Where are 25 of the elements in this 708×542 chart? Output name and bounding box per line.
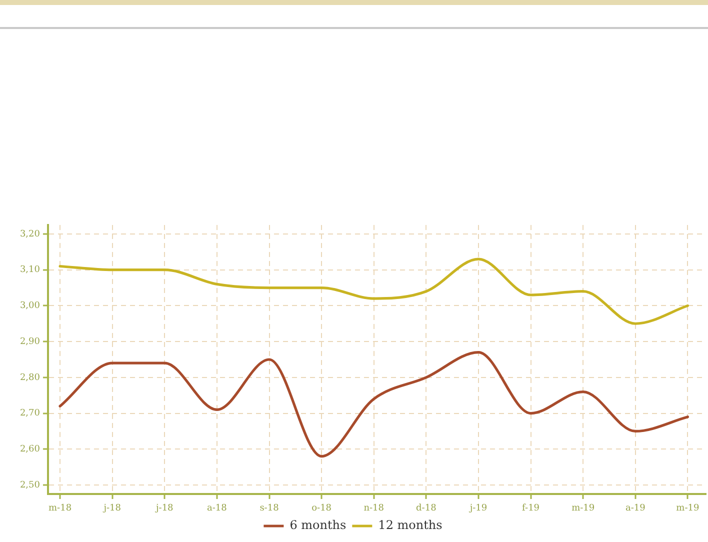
y-tick-label: 3,20	[20, 229, 40, 240]
y-tick-label: 2,50	[20, 480, 40, 490]
legend-label: 12 months	[378, 518, 442, 532]
x-tick-label: s-18	[260, 504, 280, 514]
y-tick-label: 2,80	[20, 372, 40, 383]
x-tick-label: m-18	[48, 504, 72, 514]
legend-label: 6 months	[290, 518, 346, 532]
x-tick-label: a-19	[625, 504, 646, 514]
y-tick-label: 3,00	[20, 301, 40, 312]
x-tick-label: m-19	[572, 504, 595, 514]
x-tick-label: n-18	[364, 504, 384, 514]
line-series	[58, 258, 689, 325]
y-tick-label: 2,90	[20, 336, 40, 347]
y-tick-label: 2,70	[20, 408, 40, 419]
x-tick-label: j-18	[102, 504, 122, 514]
x-tick-label: j-19	[468, 504, 488, 514]
y-tick-label: 2,60	[20, 444, 40, 455]
line-series	[58, 351, 689, 458]
x-tick-label: a-18	[207, 504, 228, 514]
x-tick-label: j-18	[154, 504, 174, 514]
x-tick-label: d-18	[416, 504, 437, 514]
x-tick-label: o-18	[312, 504, 332, 514]
x-tick-label: f-19	[522, 504, 540, 514]
y-tick-label: 3,10	[20, 265, 40, 276]
x-tick-label: m-19	[676, 504, 700, 514]
